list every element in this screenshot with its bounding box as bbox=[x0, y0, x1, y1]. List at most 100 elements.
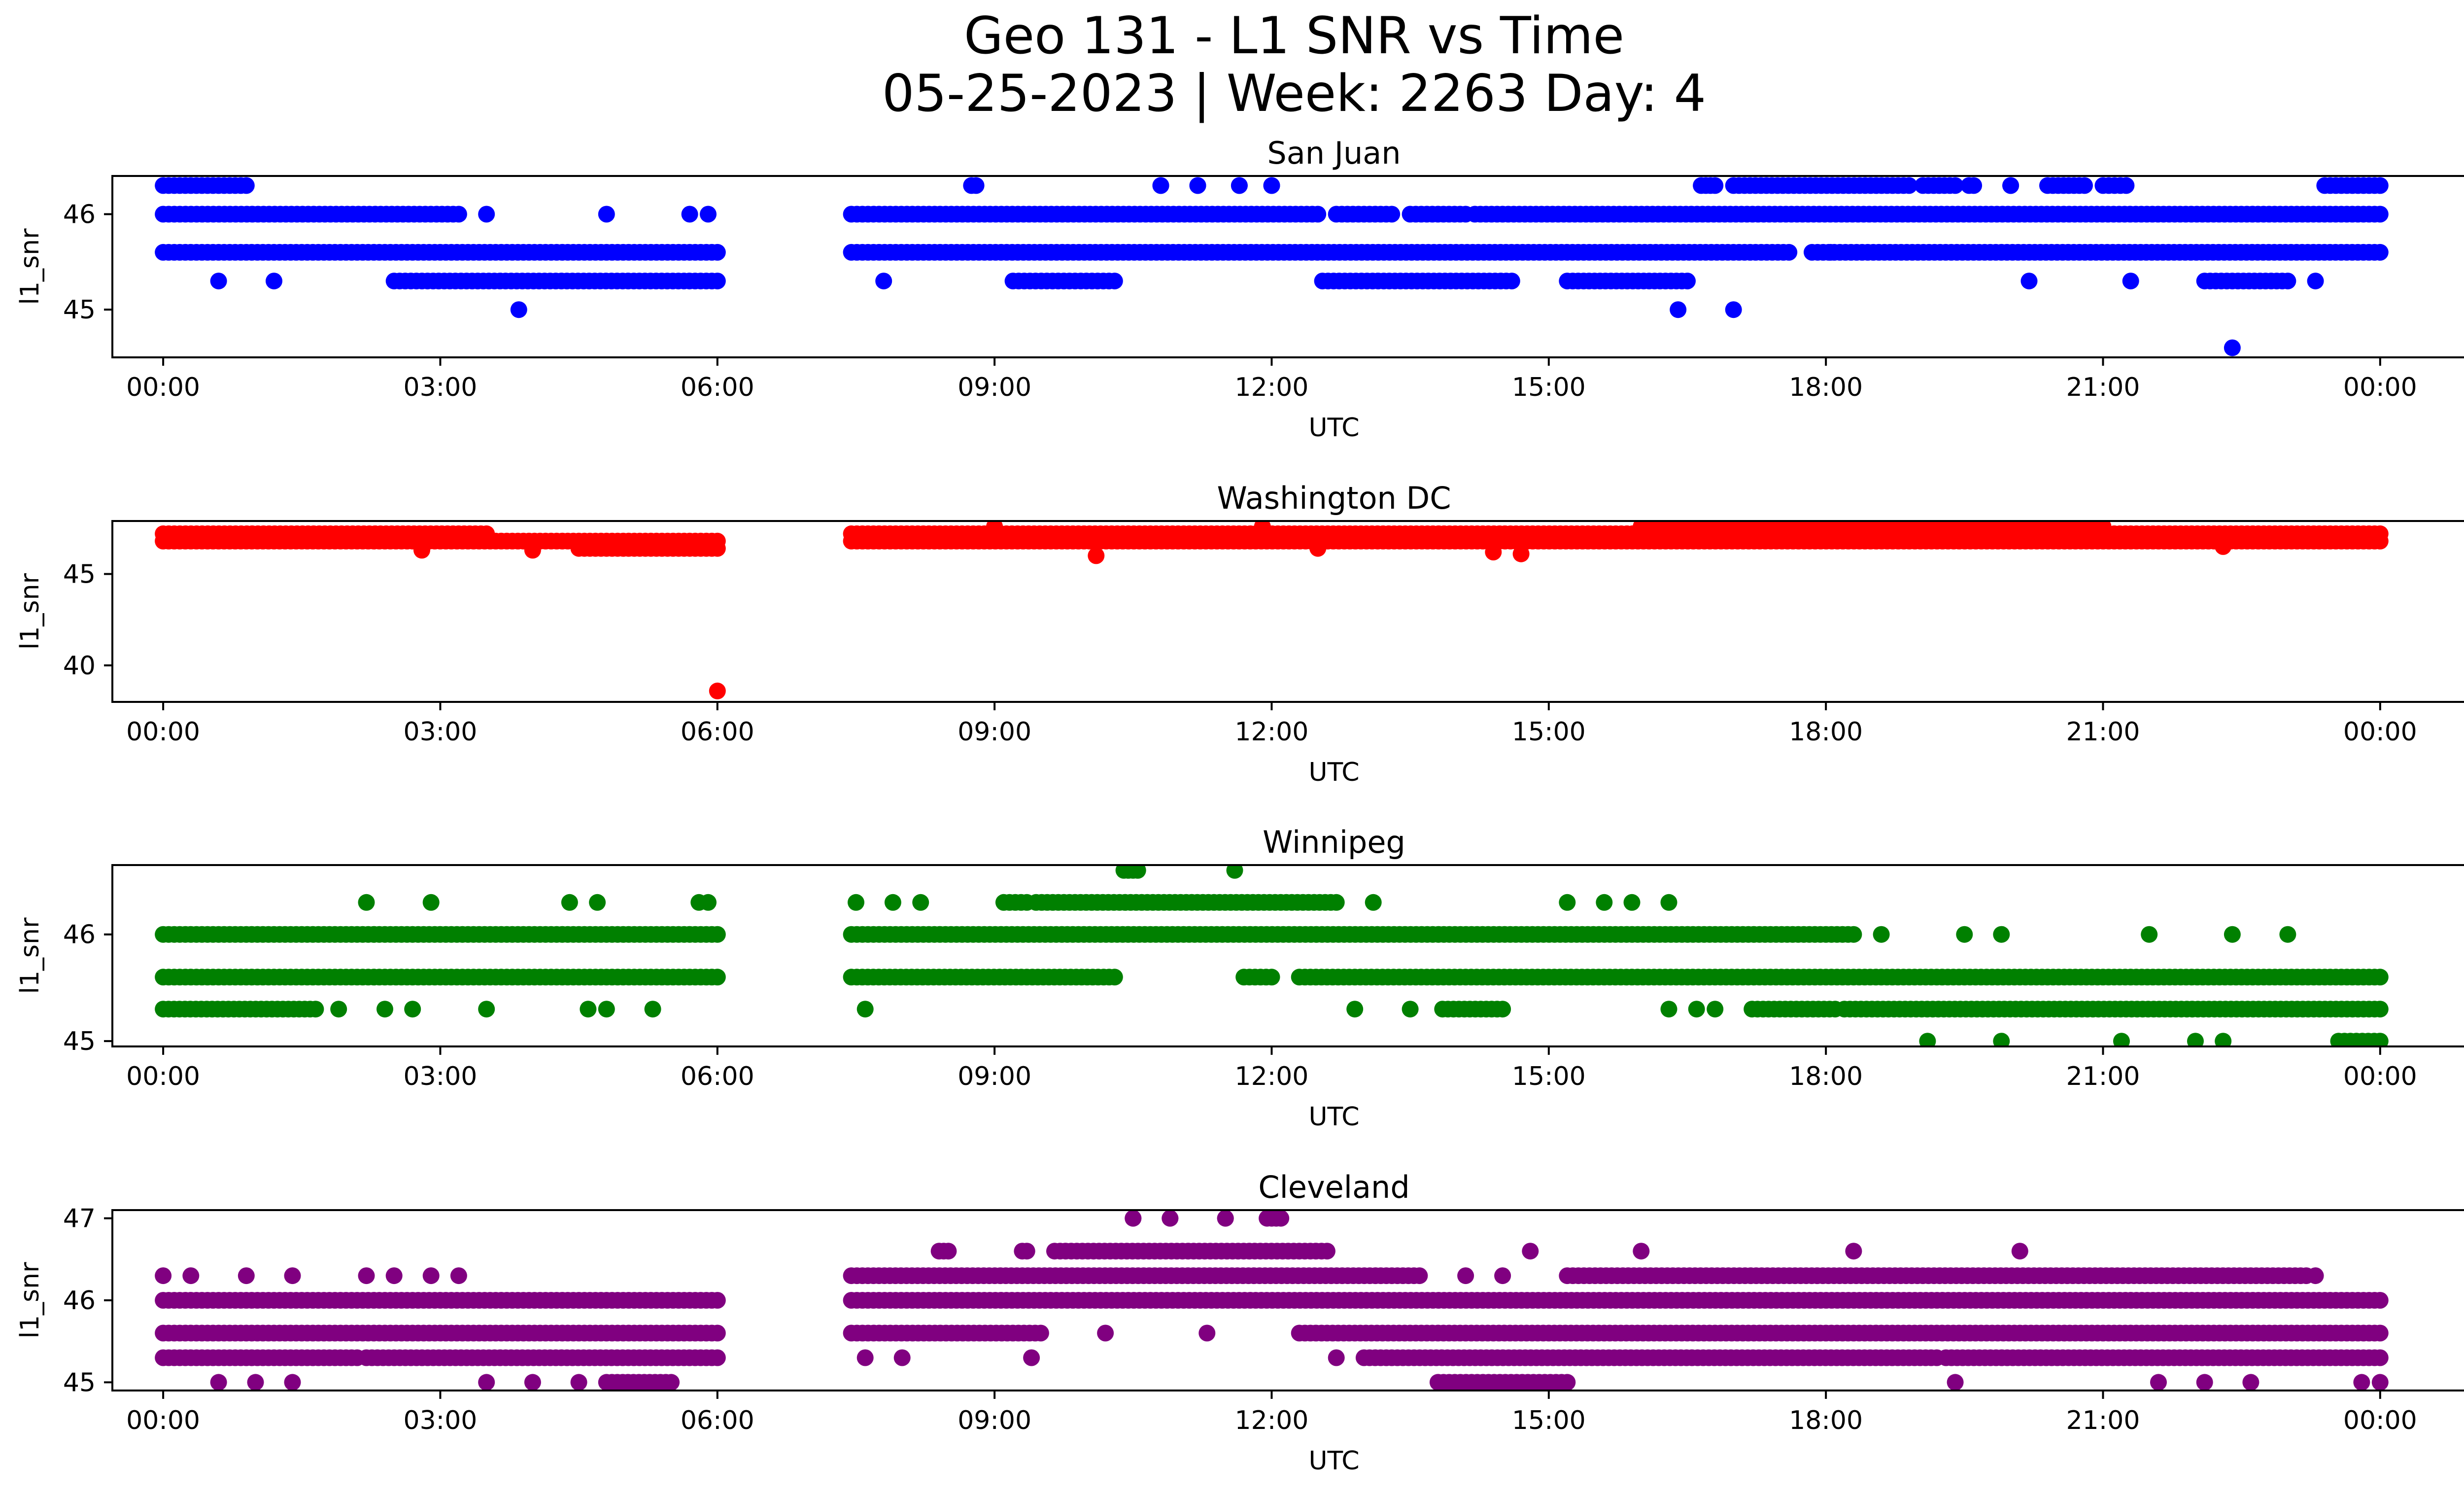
x-tick-label: 03:00 bbox=[404, 717, 478, 747]
data-point bbox=[478, 1001, 495, 1018]
x-tick-label: 15:00 bbox=[1512, 1406, 1586, 1435]
data-point bbox=[266, 273, 282, 290]
figure-title-line1: Geo 131 - L1 SNR vs Time bbox=[964, 6, 1624, 66]
x-tick-label: 18:00 bbox=[1789, 373, 1863, 402]
data-point bbox=[2371, 969, 2389, 986]
data-point bbox=[848, 894, 864, 911]
data-point bbox=[2122, 273, 2139, 290]
data-point bbox=[2371, 1324, 2389, 1342]
x-tick-label: 21:00 bbox=[2066, 717, 2140, 747]
data-point bbox=[155, 1267, 172, 1285]
data-point bbox=[1106, 969, 1123, 986]
data-point bbox=[2371, 1292, 2389, 1309]
data-point bbox=[1023, 1349, 1040, 1366]
data-point bbox=[1623, 894, 1641, 911]
data-point bbox=[2002, 177, 2019, 194]
data-point bbox=[1919, 1033, 1936, 1046]
data-point bbox=[1688, 1001, 1705, 1018]
x-tick-label: 12:00 bbox=[1235, 717, 1309, 747]
data-point bbox=[1679, 273, 1696, 290]
subplots: 00:00 03:00 06:00 09:00 12:00 15:00 18:00 21:00… bbox=[15, 135, 2464, 1476]
subplot-winnipeg: 00:00 03:00 06:00 09:00 12:00 15:00 18:00 21:00… bbox=[15, 824, 2464, 1132]
data-point bbox=[1125, 1210, 1142, 1227]
data-point bbox=[1993, 926, 2010, 943]
data-point bbox=[709, 969, 726, 986]
data-point bbox=[1822, 243, 1839, 261]
data-point bbox=[2094, 521, 2112, 535]
data-point bbox=[238, 1267, 255, 1285]
data-point bbox=[1309, 540, 1327, 557]
data-point bbox=[709, 926, 726, 943]
data-point bbox=[1845, 1243, 1862, 1260]
subplot-title: Cleveland bbox=[1258, 1169, 1409, 1205]
subplot-cleveland: 00:00 03:00 06:00 09:00 12:00 15:00 18:00 21:00… bbox=[15, 1169, 2464, 1476]
data-point bbox=[1402, 1001, 1419, 1018]
data-point bbox=[450, 1267, 467, 1285]
x-tick-label: 00:00 bbox=[2343, 1406, 2417, 1435]
data-point bbox=[307, 1001, 324, 1018]
x-tick-label: 12:00 bbox=[1235, 373, 1309, 402]
data-point bbox=[700, 206, 717, 223]
data-point bbox=[1383, 206, 1401, 223]
data-point bbox=[1457, 1267, 1474, 1285]
data-point bbox=[2371, 1374, 2389, 1391]
data-point bbox=[478, 1374, 495, 1391]
data-point bbox=[1018, 1243, 1035, 1260]
data-point bbox=[589, 894, 606, 911]
data-point bbox=[598, 1001, 615, 1018]
x-tick-label: 18:00 bbox=[1789, 1062, 1863, 1091]
data-point bbox=[1873, 926, 1890, 943]
data-point bbox=[1947, 1374, 1964, 1391]
data-point bbox=[450, 206, 467, 223]
data-point bbox=[210, 273, 227, 290]
data-point bbox=[1485, 544, 1502, 560]
data-point bbox=[700, 894, 717, 911]
y-tick-label: 47 bbox=[63, 1204, 96, 1234]
data-point bbox=[2141, 926, 2158, 943]
y-tick-label: 45 bbox=[63, 295, 96, 325]
data-point bbox=[1947, 177, 1964, 194]
data-point bbox=[1162, 1210, 1179, 1227]
x-tick-label: 00:00 bbox=[126, 373, 200, 402]
subplot-san-juan: 00:00 03:00 06:00 09:00 12:00 15:00 18:00 21:00… bbox=[15, 135, 2464, 443]
data-point bbox=[1231, 177, 1248, 194]
data-point bbox=[1559, 894, 1576, 911]
data-points bbox=[155, 865, 2389, 1046]
x-axis-label: UTC bbox=[1308, 758, 1359, 787]
data-point bbox=[2371, 1349, 2389, 1366]
x-tick-label: 09:00 bbox=[958, 1062, 1031, 1091]
x-tick-label: 03:00 bbox=[404, 1062, 478, 1091]
data-point bbox=[1272, 1210, 1290, 1227]
data-points bbox=[155, 521, 2389, 699]
data-point bbox=[967, 177, 985, 194]
data-point bbox=[709, 540, 726, 557]
data-point bbox=[376, 1001, 393, 1018]
data-point bbox=[1503, 273, 1520, 290]
x-tick-label: 15:00 bbox=[1512, 373, 1586, 402]
data-point bbox=[1263, 177, 1280, 194]
x-tick-label: 06:00 bbox=[681, 717, 754, 747]
data-point bbox=[385, 1267, 403, 1285]
data-point bbox=[986, 521, 1003, 535]
data-point bbox=[1106, 273, 1123, 290]
data-point bbox=[2279, 926, 2296, 943]
data-point bbox=[247, 1374, 264, 1391]
data-point bbox=[2196, 1374, 2213, 1391]
y-tick-label: 46 bbox=[63, 920, 96, 950]
data-point bbox=[2371, 177, 2389, 194]
x-axis-label: UTC bbox=[1308, 1102, 1359, 1132]
axes-frame bbox=[111, 175, 2464, 358]
y-tick-label: 45 bbox=[63, 1027, 96, 1056]
data-point bbox=[1725, 301, 1742, 318]
x-tick-label: 00:00 bbox=[126, 1406, 200, 1435]
x-axis-label: UTC bbox=[1308, 1446, 1359, 1476]
data-point bbox=[1254, 521, 1271, 535]
data-point bbox=[210, 1374, 227, 1391]
x-tick-label: 21:00 bbox=[2066, 1062, 2140, 1091]
data-point bbox=[1660, 894, 1677, 911]
data-point bbox=[1088, 547, 1105, 564]
data-point bbox=[1318, 1243, 1335, 1260]
data-point bbox=[358, 1267, 375, 1285]
data-point bbox=[1845, 926, 1862, 943]
